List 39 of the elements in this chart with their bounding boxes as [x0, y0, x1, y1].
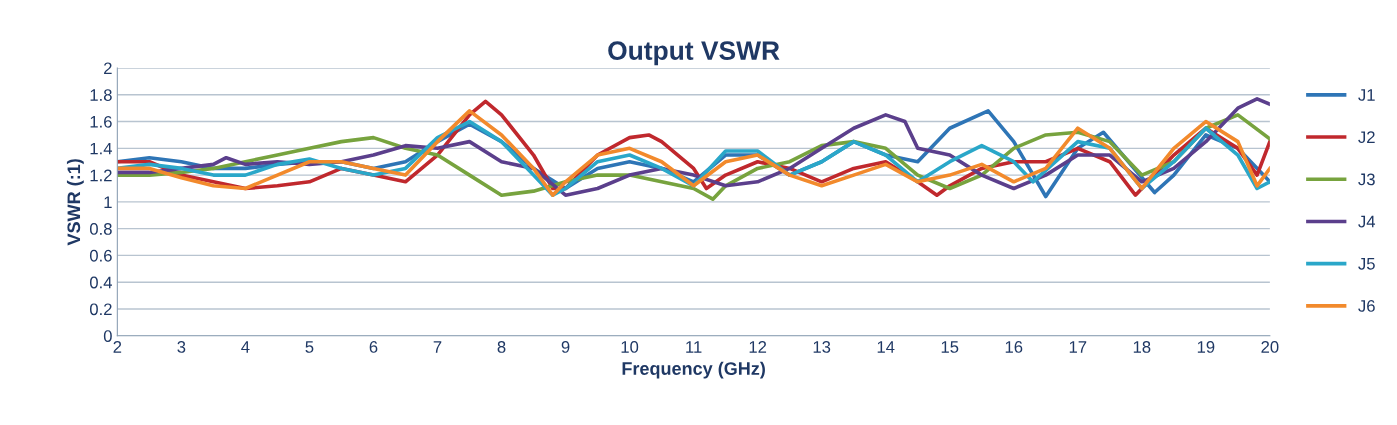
y-tick-label: 0.2 [89, 303, 112, 316]
x-tick-label: 5 [305, 341, 314, 353]
y-tick-label: 1.2 [90, 169, 112, 182]
legend-label: J3 [1358, 173, 1375, 186]
x-tick-label: 12 [749, 341, 767, 353]
x-tick-label: 18 [1133, 341, 1151, 353]
y-tick-label: 0.6 [89, 249, 112, 262]
x-tick-label: 10 [621, 341, 639, 353]
x-tick-label: 8 [497, 341, 506, 353]
legend-label: J5 [1358, 258, 1375, 270]
x-tick-label: 3 [177, 341, 186, 353]
y-tick-label: 1.8 [90, 89, 112, 101]
legend-label: J2 [1358, 131, 1375, 144]
x-axis-title: Frequency (GHz) [622, 361, 765, 379]
x-tick-label: 14 [877, 341, 895, 353]
legend-label: J6 [1358, 300, 1375, 312]
x-tick-label: 7 [433, 341, 442, 353]
x-tick-label: 20 [1261, 341, 1279, 353]
x-tick-label: 11 [686, 341, 702, 353]
x-tick-label: 15 [941, 341, 959, 353]
x-tick-label: 9 [561, 341, 570, 353]
x-tick-label: 6 [369, 341, 378, 353]
x-tick-label: 2 [113, 341, 122, 353]
y-tick-label: 0 [103, 330, 112, 342]
legend-label: J1 [1358, 89, 1375, 101]
legend-label: J4 [1358, 215, 1376, 228]
x-tick-label: 19 [1197, 341, 1215, 353]
y-tick-label: 2 [104, 62, 112, 75]
x-tick-label: 16 [1005, 341, 1023, 353]
y-tick-label: 1 [104, 196, 112, 208]
y-tick-label: 0.8 [89, 223, 112, 235]
y-tick-label: 0.4 [89, 276, 112, 289]
y-axis-title: VSWR (:1) [66, 159, 84, 246]
x-tick-label: 4 [241, 341, 250, 353]
chart-title: Output VSWR [608, 41, 780, 66]
x-tick-label: 13 [813, 341, 831, 353]
x-tick-label: 17 [1069, 341, 1087, 353]
y-tick-label: 1.4 [90, 142, 112, 155]
y-tick-label: 1.6 [90, 115, 112, 128]
